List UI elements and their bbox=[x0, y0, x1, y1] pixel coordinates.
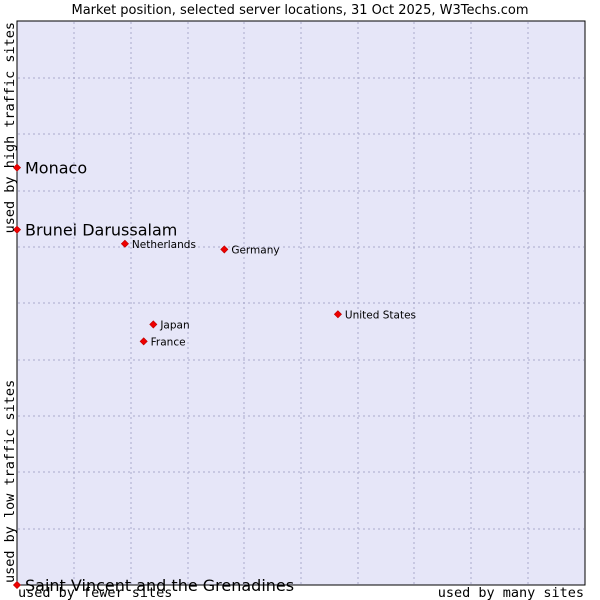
point-united-states: United States bbox=[333, 309, 416, 321]
point-marker-united-states bbox=[333, 310, 342, 319]
y-axis-label-bottom: used by low traffic sites bbox=[2, 380, 18, 583]
point-brunei-darussalam: Brunei Darussalam bbox=[12, 221, 177, 240]
point-label-japan: Japan bbox=[159, 319, 189, 331]
point-label-united-states: United States bbox=[345, 309, 416, 321]
point-label-brunei-darussalam: Brunei Darussalam bbox=[25, 221, 177, 240]
point-marker-france bbox=[139, 337, 148, 346]
point-label-saint-vincent-and-the-grenadines: Saint Vincent and the Grenadines bbox=[25, 576, 294, 595]
chart-title: Market position, selected server locatio… bbox=[71, 3, 528, 18]
point-label-netherlands: Netherlands bbox=[132, 239, 196, 251]
point-label-monaco: Monaco bbox=[25, 159, 87, 178]
x-axis-label-right: used by many sites bbox=[438, 585, 584, 600]
point-saint-vincent-and-the-grenadines: Saint Vincent and the Grenadines bbox=[12, 576, 294, 595]
point-label-germany: Germany bbox=[231, 244, 279, 256]
point-france: France bbox=[139, 336, 186, 348]
point-marker-monaco bbox=[12, 163, 22, 172]
point-marker-brunei-darussalam bbox=[12, 225, 22, 234]
point-marker-japan bbox=[149, 320, 158, 329]
point-germany: Germany bbox=[220, 244, 280, 256]
y-axis-label-top: used by high traffic sites bbox=[2, 22, 18, 233]
point-netherlands: Netherlands bbox=[120, 239, 196, 251]
point-japan: Japan bbox=[149, 319, 190, 331]
point-monaco: Monaco bbox=[12, 159, 87, 178]
point-marker-saint-vincent-and-the-grenadines bbox=[12, 580, 22, 590]
point-label-france: France bbox=[151, 336, 186, 348]
x-axis-label-left: used by fewer sites bbox=[18, 585, 172, 600]
grid bbox=[18, 22, 584, 584]
point-marker-netherlands bbox=[120, 239, 129, 248]
point-marker-germany bbox=[220, 245, 229, 254]
